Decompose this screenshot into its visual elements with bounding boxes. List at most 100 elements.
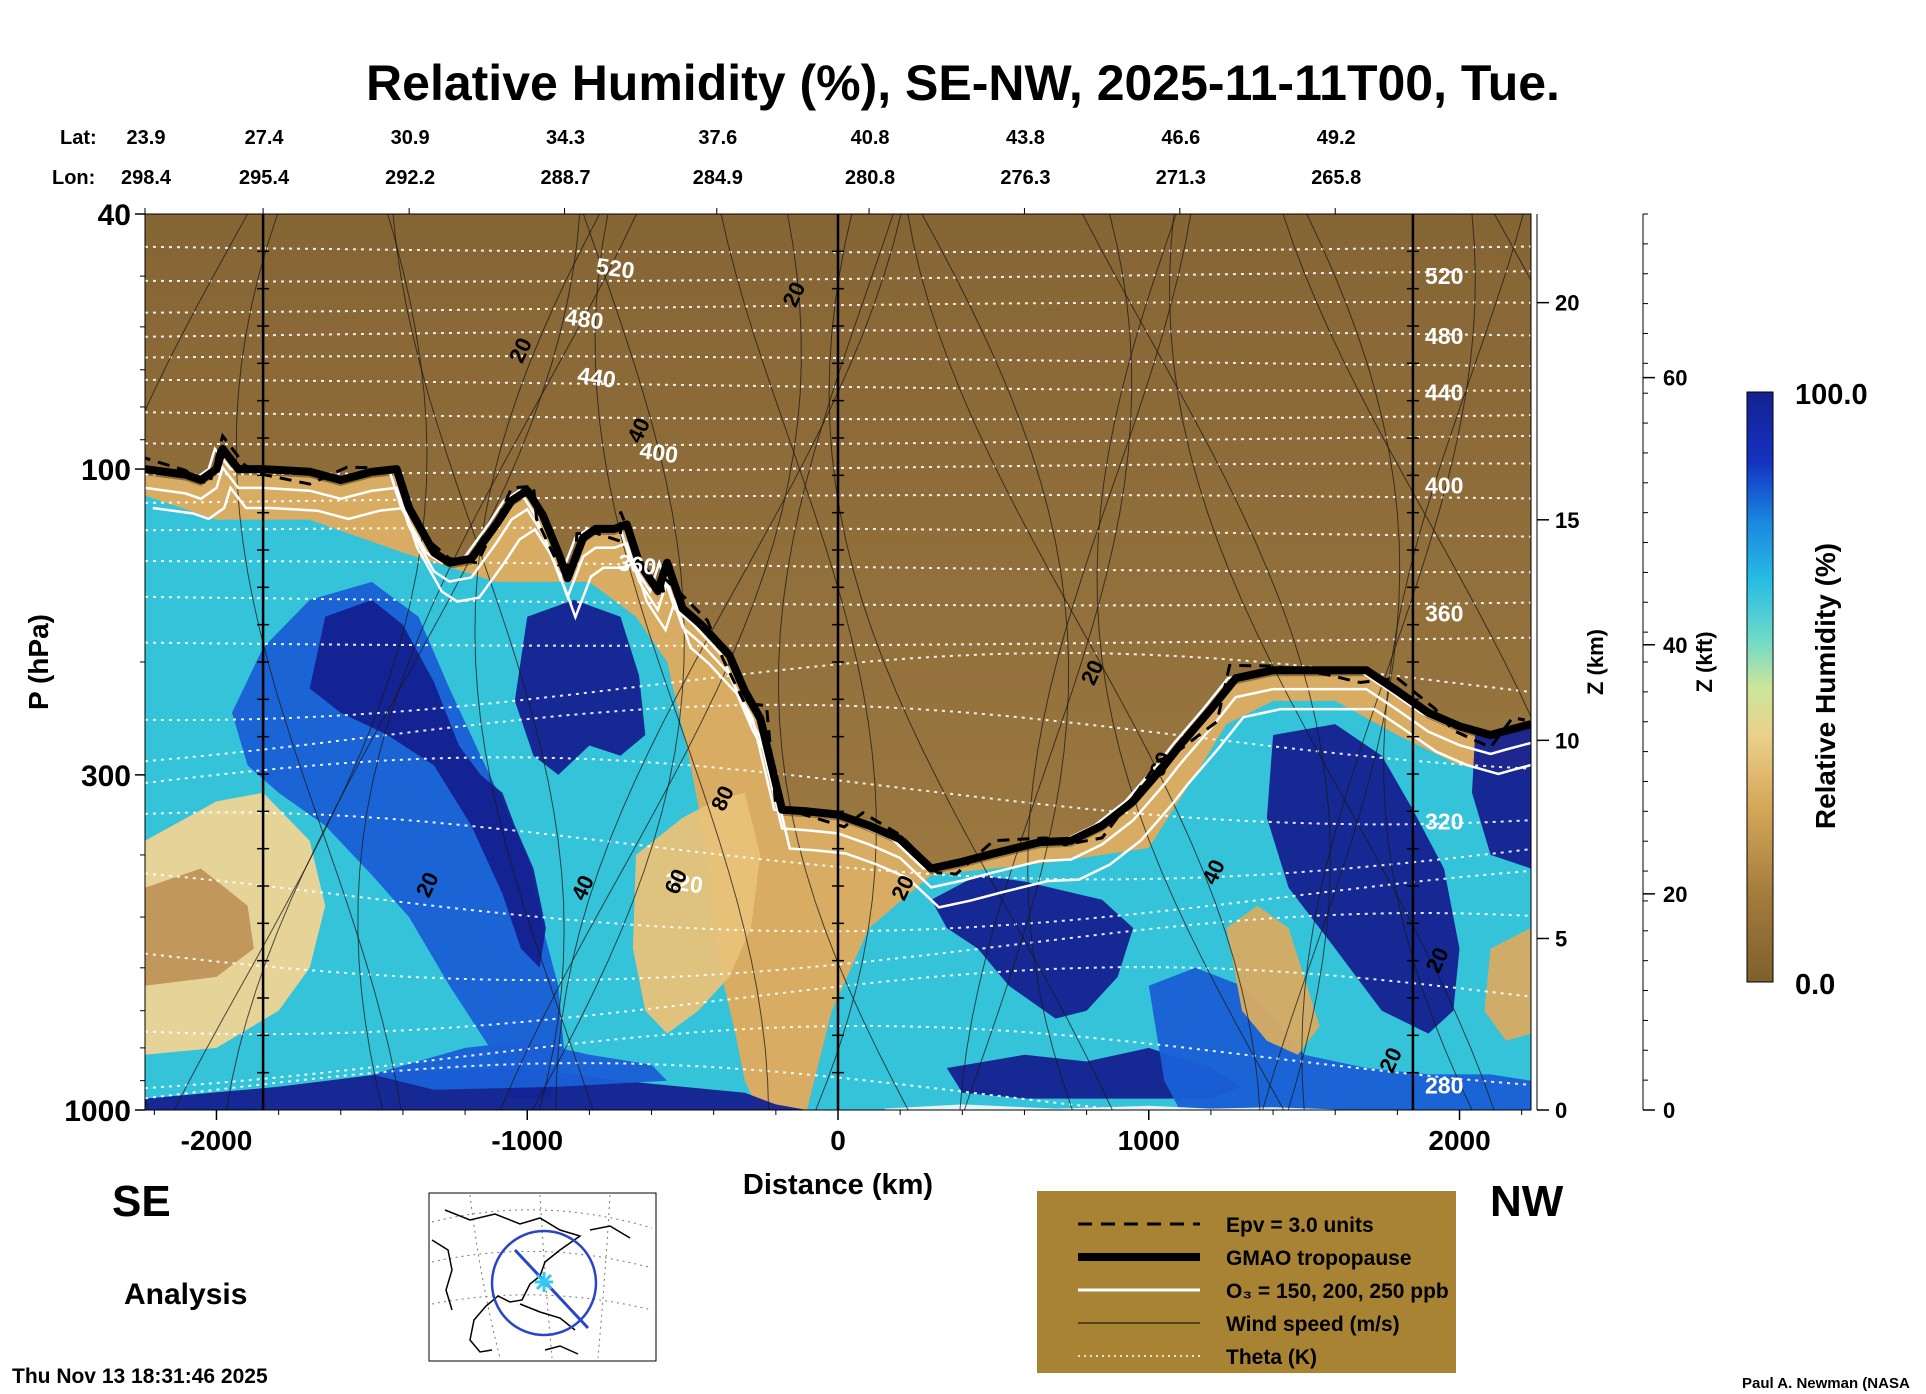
theta-right-label: 520: [1425, 263, 1463, 289]
lat-value: 43.8: [1006, 127, 1045, 149]
wind-contour-22: [1169, 214, 1495, 1110]
chart-title: Relative Humidity (%), SE-NW, 2025-11-11…: [366, 55, 1560, 111]
theta-right-label: 480: [1425, 323, 1463, 349]
colorbar-min-label: 0.0: [1795, 969, 1835, 1001]
section-vertical-lines: [257, 214, 1419, 1110]
lon-value: 284.9: [693, 167, 743, 189]
colorbar-gradient: [1746, 391, 1774, 983]
lon-value: 276.3: [1000, 167, 1050, 189]
inset-map: [428, 1192, 657, 1362]
theta-line-17: [145, 756, 1531, 826]
wind-contour-1: [145, 214, 249, 1110]
wind-contour-11: [555, 214, 902, 1110]
wind-contour-7: [531, 214, 685, 1110]
p-tick-label: 300: [81, 760, 131, 793]
rh-region-12: [1472, 724, 1531, 869]
lat-value: 37.6: [698, 127, 737, 149]
rh-region-2: [232, 581, 565, 1099]
z-km-label: Z (km): [1583, 629, 1608, 695]
theta-right-label: 280: [1425, 1072, 1463, 1098]
wind-contour-21: [1262, 214, 1401, 1110]
inset-map-range-circle: [490, 1229, 598, 1337]
wind-contour-2: [173, 214, 428, 1110]
wind-contour-14: [921, 214, 1070, 1110]
wind-contour-19: [1082, 214, 1331, 1110]
theta-right-label: 360: [1425, 600, 1463, 626]
lat-value: 34.3: [546, 127, 585, 149]
p-tick-label: 1000: [64, 1095, 131, 1128]
z-km-tick-label: 20: [1555, 291, 1579, 316]
lat-value: 23.9: [127, 127, 166, 149]
rh-region-17: [1484, 928, 1531, 1041]
rh-region-18: [884, 1104, 1336, 1110]
lat-lon-header: 23.9 298.4 27.4 295.4 30.9 292.2 34.3 288.7 37.6…: [121, 127, 1361, 189]
legend-entries: Epv = 3.0 units GMAO tropopause O₃ = 150, …: [1078, 1214, 1449, 1369]
z-kft-tick-label: 0: [1663, 1098, 1675, 1123]
wind-contour-16: [959, 214, 1133, 1110]
theta-labels: 520 480 440 400 360 320: [563, 253, 704, 899]
p-tick-label: 100: [81, 454, 131, 487]
x-tick-label: -1000: [491, 1125, 563, 1156]
y-axis-label: P (hPa): [23, 614, 54, 710]
z-kft-axis: 0 20 40 60: [1642, 213, 1687, 1123]
legend-label: Wind speed (m/s): [1226, 1313, 1400, 1336]
x-axis: -2000 -1000 0 1000 2000: [144, 208, 1523, 1156]
credit-label: Paul A. Newman (NASA: [1742, 1375, 1910, 1392]
x-tick-label: 2000: [1428, 1125, 1490, 1156]
wind-contour-17: [907, 214, 1261, 1110]
z-km-tick-label: 15: [1555, 508, 1579, 533]
analysis-label: Analysis: [124, 1278, 247, 1311]
colorbar-max-label: 100.0: [1795, 379, 1868, 411]
pressure-axis: 40 100 300 1000: [64, 199, 145, 1128]
x-tick-label: 1000: [1118, 1125, 1180, 1156]
z-kft-tick-label: 40: [1663, 633, 1687, 658]
theta-label: 440: [576, 362, 618, 393]
ozone-contour-2: [145, 465, 1531, 889]
lat-value: 49.2: [1317, 127, 1356, 149]
lon-value: 292.2: [385, 167, 435, 189]
lat-label: Lat:: [60, 127, 97, 149]
lon-value: 280.8: [845, 167, 895, 189]
inset-map-center-marker: [535, 1272, 553, 1292]
rh-region-6: [145, 868, 254, 986]
legend: Epv = 3.0 units GMAO tropopause O₃ = 150, …: [1037, 1191, 1456, 1373]
theta-line-16: [145, 703, 1531, 770]
wind-contour-5: [392, 214, 565, 1110]
theta-right-label: 440: [1425, 380, 1463, 406]
wind-contour-15: [828, 214, 1113, 1110]
theta-label: 400: [638, 437, 680, 468]
rh-region-3: [309, 599, 546, 968]
theta-right-label: 320: [1425, 809, 1463, 835]
colorbar: 100.0 0.0 Relative Humidity (%): [1746, 379, 1868, 1001]
x-axis-label: Distance (km): [743, 1169, 933, 1201]
wind-contour-8: [474, 214, 600, 1110]
z-kft-tick-label: 60: [1663, 366, 1687, 391]
x-tick-label: -2000: [181, 1125, 253, 1156]
rh-fill-regions: [145, 495, 1531, 1110]
rh-region-4: [514, 599, 646, 775]
legend-label: O₃ = 150, 200, 250 ppb: [1226, 1280, 1449, 1303]
lat-value: 46.6: [1161, 127, 1200, 149]
wind-contour-20: [1096, 214, 1285, 1110]
theta-label: 520: [595, 253, 637, 284]
theta-line-19: [145, 869, 1531, 933]
theta-label: 320: [663, 867, 705, 898]
inset-map-coastlines: [431, 1209, 631, 1355]
wind-contour-10: [594, 214, 770, 1110]
rh-region-16: [1226, 905, 1320, 1055]
z-km-tick-label: 5: [1555, 926, 1567, 951]
z-km-axis: 0 5 10 15 20: [1536, 214, 1579, 1123]
rh-region-7: [145, 1068, 807, 1110]
lon-label: Lon:: [52, 167, 95, 189]
wind-contour-23: [1301, 214, 1476, 1110]
rh-region-8: [371, 1040, 668, 1090]
theta-right-labels: 520 480 440 400 360 320 280: [1425, 263, 1463, 1098]
lat-value: 27.4: [245, 127, 285, 149]
z-km-tick-label: 0: [1555, 1098, 1567, 1123]
legend-box: [1037, 1191, 1456, 1373]
colorbar-title: Relative Humidity (%): [1810, 543, 1841, 829]
se-direction-label: SE: [112, 1177, 171, 1226]
legend-label: Epv = 3.0 units: [1226, 1214, 1374, 1237]
